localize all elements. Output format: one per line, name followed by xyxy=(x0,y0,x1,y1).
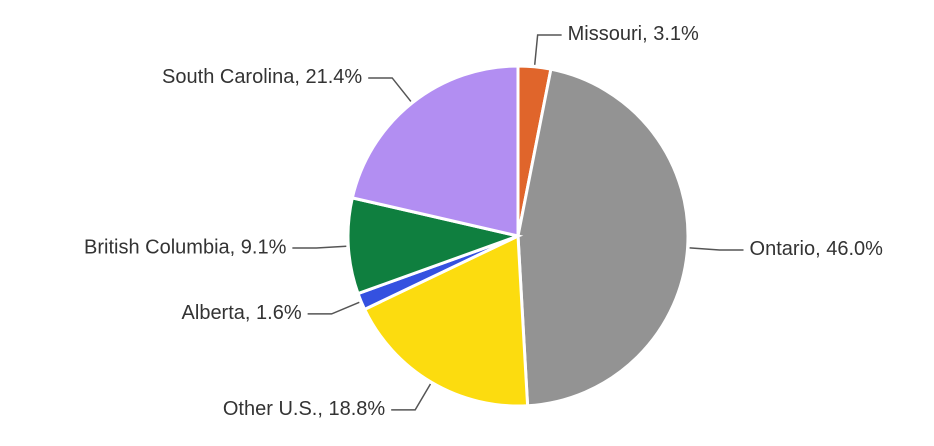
data-label: British Columbia, 9.1% xyxy=(84,236,287,258)
leader-line xyxy=(689,247,744,251)
leader-line xyxy=(292,245,347,249)
pie-slice xyxy=(346,196,524,296)
pie-slice xyxy=(516,67,690,408)
pie-slice xyxy=(362,233,530,408)
data-label: Alberta, 1.6% xyxy=(182,302,302,324)
data-label: Ontario, 46.0% xyxy=(750,238,884,260)
leader-line xyxy=(391,383,432,411)
data-label: Missouri, 3.1% xyxy=(568,23,699,45)
leader-line xyxy=(533,34,562,65)
data-label: South Carolina, 21.4% xyxy=(162,66,362,88)
data-label: Other U.S., 18.8% xyxy=(223,398,386,420)
pie-slice xyxy=(350,64,520,238)
leader-line xyxy=(368,77,412,102)
leader-line xyxy=(307,301,360,315)
